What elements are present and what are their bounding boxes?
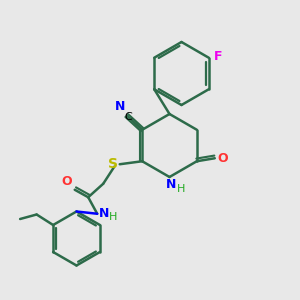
Text: N: N (166, 178, 176, 191)
Text: H: H (177, 184, 185, 194)
Text: N: N (99, 207, 109, 220)
Text: N: N (115, 100, 125, 113)
Text: O: O (62, 175, 72, 188)
Text: H: H (109, 212, 117, 222)
Text: C: C (124, 112, 132, 122)
Text: O: O (217, 152, 228, 165)
Text: S: S (108, 157, 118, 171)
Text: F: F (214, 50, 223, 63)
